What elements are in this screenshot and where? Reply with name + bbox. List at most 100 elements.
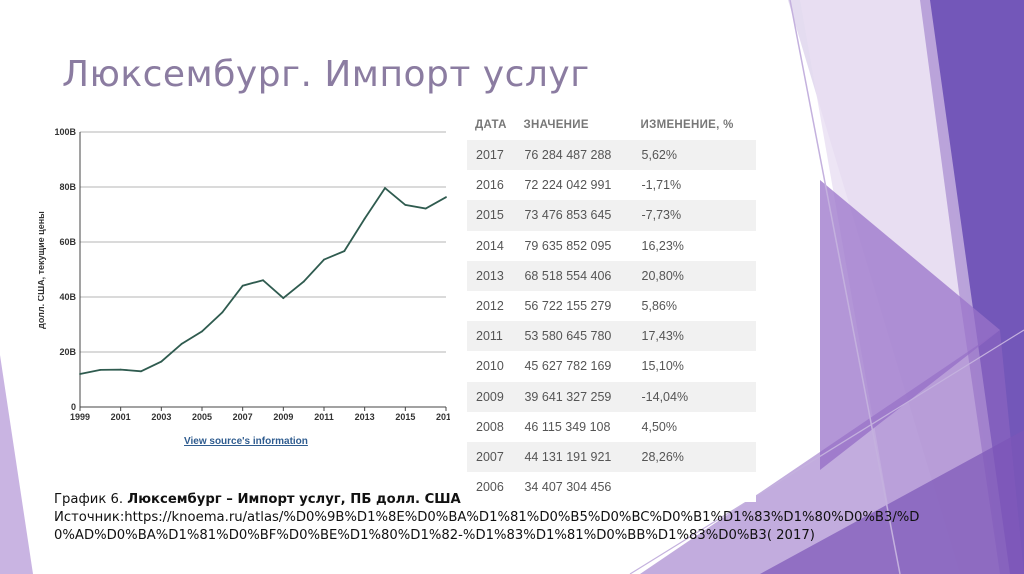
table-row: 2017 76 284 487 288 5,62% (467, 140, 756, 171)
chart-grid (80, 131, 446, 353)
table-row: 2011 53 580 645 780 17,43% (467, 321, 756, 352)
cell-change: 5,62% (632, 140, 756, 171)
deco-thin-line (789, 0, 901, 574)
cell-value: 44 131 191 921 (515, 441, 633, 473)
cell-date: 2013 (467, 260, 516, 291)
table-row: 2008 46 115 349 108 4,50% (467, 411, 756, 442)
data-point (160, 360, 163, 363)
y-tick-label: 0 (71, 402, 76, 412)
x-tick-label: 2013 (355, 412, 375, 422)
y-tick-labels: 0 20B 40B 60B 80B 100B (54, 127, 76, 412)
slide-title: Люксембург. Импорт услуг (62, 54, 590, 95)
y-tick-label: 20B (59, 347, 76, 357)
cell-value: 34 407 304 456 (515, 472, 633, 503)
caption-title: График 6. Люксембург – Импорт услуг, ПБ … (54, 491, 1014, 509)
data-point (180, 342, 183, 345)
data-point (201, 330, 203, 333)
cell-change: 17,43% (632, 321, 756, 352)
cell-value: 45 627 782 169 (515, 351, 633, 382)
data-point (282, 297, 285, 299)
cell-change: 15,10% (632, 351, 756, 382)
x-tick-labels: 1999 2001 2003 2005 2007 2009 2011 2013 2015 2017 (70, 407, 450, 422)
y-tick-label: 60B (59, 237, 76, 247)
table-row: 2015 73 476 853 645 -7,73% (467, 200, 756, 231)
cell-value: 68 518 554 406 (515, 260, 633, 291)
import-line-chart: 0 20B 40B 60B 80B 100B 1999 2001 2003 2005 2007 20… (38, 127, 450, 422)
data-point (363, 217, 366, 220)
data-point (262, 279, 264, 282)
cell-value: 56 722 155 279 (515, 290, 633, 322)
table-row: 2006 34 407 304 456 (467, 472, 756, 503)
x-tick-label: 2003 (151, 412, 171, 422)
view-source-link[interactable]: View source's information (184, 436, 308, 447)
data-point (119, 368, 122, 371)
cell-date: 2014 (467, 230, 516, 261)
column-header-change: ИЗМЕНЕНИЕ, % (632, 110, 756, 140)
data-point (445, 196, 447, 199)
import-data-table: ДАТА ЗНАЧЕНИЕ ИЗМЕНЕНИЕ, % 2017 76 284 48… (467, 110, 756, 503)
data-point (343, 250, 346, 252)
x-tick-label: 2001 (111, 412, 131, 422)
cell-date: 2010 (467, 351, 516, 382)
cell-date: 2012 (467, 290, 516, 322)
cell-date: 2016 (467, 170, 516, 201)
x-tick-label: 2005 (192, 412, 212, 422)
cell-date: 2008 (467, 411, 516, 442)
x-tick-label: 2007 (233, 412, 253, 422)
y-tick-label: 80B (59, 182, 76, 192)
deco-left-triangle (0, 355, 33, 574)
data-point (302, 280, 305, 283)
data-point (323, 258, 325, 261)
x-tick-label: 2017 (436, 412, 450, 422)
cell-value: 72 224 042 991 (515, 170, 633, 201)
x-tick-label: 2015 (395, 412, 415, 422)
cell-value: 46 115 349 108 (515, 411, 633, 442)
cell-value: 73 476 853 645 (515, 200, 633, 231)
data-point (99, 368, 102, 371)
cell-change: 20,80% (632, 260, 756, 291)
deco-right-arrow (820, 180, 1000, 470)
deco-bottom-strip (760, 430, 1024, 574)
x-tick-label: 2009 (273, 412, 293, 422)
x-tick-label: 2011 (314, 412, 334, 422)
table-row: 2013 68 518 554 406 20,80% (467, 260, 756, 291)
table-row: 2007 44 131 191 921 28,26% (467, 441, 756, 473)
series-points (79, 187, 447, 375)
table-row: 2014 79 635 852 095 16,23% (467, 230, 756, 261)
cell-date: 2006 (467, 472, 516, 503)
cell-change: -1,71% (632, 170, 756, 201)
deco-thin-line-2 (629, 329, 1024, 574)
data-point (140, 370, 142, 373)
chart-caption: График 6. Люксембург – Импорт услуг, ПБ … (54, 491, 1014, 545)
cell-value: 76 284 487 288 (515, 140, 633, 171)
cell-value: 79 635 852 095 (515, 230, 633, 261)
y-axis-label: долл. США, текущие цены (38, 211, 46, 329)
table-row: 2010 45 627 782 169 15,10% (467, 351, 756, 382)
cell-date: 2007 (467, 441, 516, 473)
data-point (221, 311, 224, 314)
cell-change: -7,73% (632, 200, 756, 231)
caption-prefix: График 6. (54, 492, 128, 507)
cell-value: 39 641 327 259 (515, 381, 633, 412)
cell-change: 16,23% (632, 230, 756, 261)
cell-change: 5,86% (632, 290, 756, 322)
cell-change: -14,04% (632, 381, 756, 412)
column-header-value: ЗНАЧЕНИЕ (515, 110, 633, 140)
data-point (241, 284, 244, 287)
data-point (79, 373, 81, 375)
cell-change: 28,26% (632, 441, 756, 473)
y-tick-label: 40B (59, 292, 76, 302)
cell-date: 2011 (467, 321, 516, 352)
table-body: 2017 76 284 487 288 5,62% 2016 72 224 042 99… (467, 140, 756, 503)
column-header-date: ДАТА (467, 110, 516, 140)
cell-value: 53 580 645 780 (515, 321, 633, 352)
table-row: 2016 72 224 042 991 -1,71% (467, 170, 756, 201)
data-point (404, 203, 407, 206)
table-row: 2009 39 641 327 259 -14,04% (467, 381, 756, 412)
cell-change (632, 472, 756, 503)
x-tick-label: 1999 (70, 412, 90, 422)
cell-date: 2009 (467, 381, 516, 412)
table-header-row: ДАТА ЗНАЧЕНИЕ ИЗМЕНЕНИЕ, % (467, 110, 756, 140)
cell-date: 2015 (467, 200, 516, 231)
